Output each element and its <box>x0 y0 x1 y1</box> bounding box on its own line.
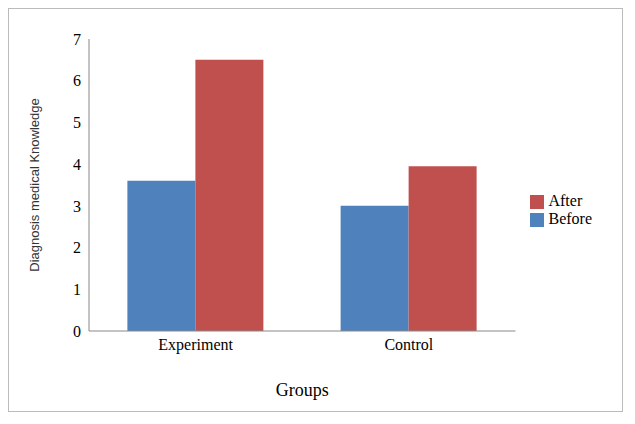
html-text:After: After <box>548 192 583 209</box>
svg-text:0: 0 <box>73 323 81 340</box>
svg-text:Diagnosis medical Knowledge: Diagnosis medical Knowledge <box>27 98 42 271</box>
svg-text:5: 5 <box>73 114 81 131</box>
svg-text:7: 7 <box>73 31 81 48</box>
svg-text:4: 4 <box>73 156 81 173</box>
svg-text:Control: Control <box>384 336 433 353</box>
html-text:Before: Before <box>548 210 592 227</box>
svg-text:6: 6 <box>73 72 81 89</box>
svg-text:1: 1 <box>73 281 81 298</box>
svg-text:Groups: Groups <box>276 380 329 400</box>
svg-text:Experiment: Experiment <box>158 336 233 354</box>
svg-text:3: 3 <box>73 198 81 215</box>
svg-text:2: 2 <box>73 239 81 256</box>
